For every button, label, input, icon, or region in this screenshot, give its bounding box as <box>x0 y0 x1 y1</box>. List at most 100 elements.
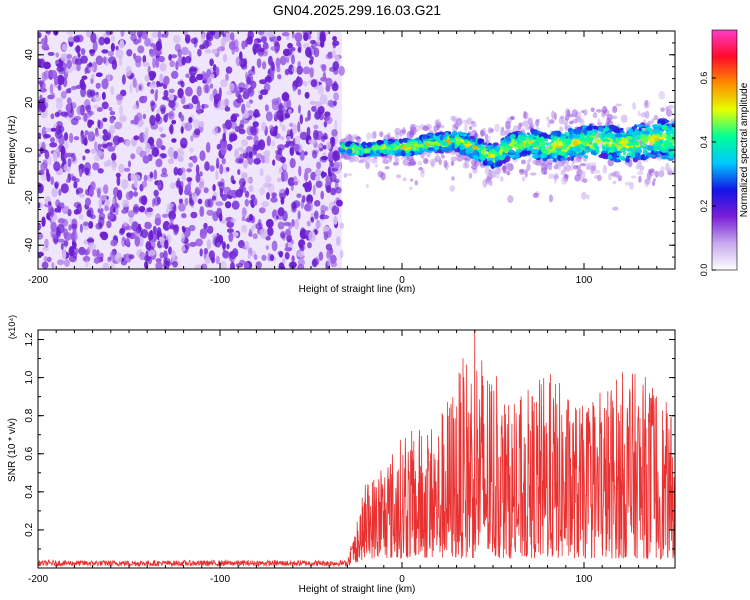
noise-blob <box>93 94 102 102</box>
noise-blob <box>168 125 174 133</box>
noise-blob <box>102 262 110 269</box>
noise-blob <box>334 119 338 131</box>
noise-blob <box>197 184 205 191</box>
signal-halo <box>450 156 458 162</box>
noise-blob <box>119 105 123 116</box>
signal-blob <box>590 150 597 155</box>
signal-halo <box>486 178 490 183</box>
noise-blob <box>141 180 148 188</box>
signal-blob <box>363 153 372 156</box>
noise-blob <box>288 64 294 75</box>
noise-blob <box>88 66 95 72</box>
noise-blob <box>280 196 285 205</box>
noise-blob <box>210 73 215 80</box>
signal-halo <box>423 157 429 165</box>
noise-blob <box>44 150 50 160</box>
noise-blob <box>70 85 78 91</box>
signal-blob <box>558 151 565 156</box>
signal-blob <box>661 133 667 138</box>
noise-blob <box>123 254 127 260</box>
signal-halo <box>449 185 455 192</box>
signal-halo <box>546 116 550 122</box>
noise-blob <box>88 110 95 116</box>
noise-blob <box>60 183 69 194</box>
signal-halo <box>382 159 390 164</box>
signal-blob <box>557 154 561 161</box>
signal-blob <box>526 135 530 139</box>
signal-halo <box>394 127 401 135</box>
noise-blob <box>126 232 132 238</box>
signal-blob <box>643 124 650 128</box>
noise-blob <box>84 67 88 75</box>
noise-blob <box>57 238 65 243</box>
noise-blob <box>127 160 132 168</box>
signal-blob <box>509 133 516 140</box>
noise-blob <box>231 121 237 130</box>
signal-halo <box>399 131 403 137</box>
noise-blob <box>284 143 290 148</box>
noise-blob <box>60 111 69 117</box>
noise-blob <box>218 212 223 222</box>
signal-halo <box>521 159 526 165</box>
noise-blob <box>109 250 116 260</box>
noise-blob <box>339 222 345 229</box>
noise-blob <box>285 187 290 196</box>
noise-blob <box>224 119 233 130</box>
noise-blob <box>184 242 190 250</box>
signal-halo <box>590 166 595 175</box>
noise-blob <box>106 74 111 82</box>
noise-blob <box>123 221 128 227</box>
noise-blob <box>63 141 69 150</box>
noise-blob <box>331 49 336 59</box>
noise-blob <box>229 251 237 260</box>
noise-blob <box>149 82 157 89</box>
noise-blob <box>258 207 266 214</box>
noise-blob <box>103 160 110 168</box>
noise-blob <box>121 74 126 85</box>
noise-blob <box>50 113 55 120</box>
signal-blob <box>568 146 577 150</box>
signal-blob <box>548 147 552 150</box>
signal-blob <box>369 149 375 156</box>
noise-blob <box>261 201 270 208</box>
signal-halo <box>580 170 586 179</box>
noise-blob <box>85 104 92 113</box>
signal-blob <box>547 135 551 139</box>
noise-blob <box>181 172 186 181</box>
signal-blob <box>422 134 429 139</box>
signal-blob <box>629 146 632 152</box>
noise-blob <box>162 220 171 231</box>
noise-blob <box>287 42 293 49</box>
signal-halo <box>464 123 468 132</box>
signal-blob <box>500 140 505 144</box>
noise-blob <box>278 262 285 269</box>
noise-blob <box>186 168 192 173</box>
noise-blob <box>94 131 100 137</box>
noise-blob <box>311 105 317 112</box>
signal-halo <box>639 165 645 171</box>
noise-blob <box>51 233 57 239</box>
noise-blob <box>38 32 42 39</box>
noise-blob <box>238 178 246 187</box>
signal-blob <box>616 152 621 156</box>
signal-blob <box>383 149 388 154</box>
noise-blob <box>264 156 269 162</box>
signal-halo <box>636 159 642 167</box>
noise-blob <box>77 52 81 58</box>
noise-blob <box>203 247 209 255</box>
signal-blob <box>418 147 424 154</box>
noise-blob <box>40 38 47 45</box>
noise-blob <box>279 55 287 66</box>
noise-blob <box>294 32 303 42</box>
noise-blob <box>177 49 182 58</box>
signal-halo <box>570 163 575 171</box>
signal-blob <box>555 145 563 149</box>
signal-blob <box>660 120 666 125</box>
noise-blob <box>71 218 78 230</box>
noise-blob <box>226 228 234 234</box>
noise-blob <box>157 31 162 39</box>
noise-blob <box>50 137 55 143</box>
noise-blob <box>259 79 267 85</box>
noise-blob <box>128 254 135 260</box>
